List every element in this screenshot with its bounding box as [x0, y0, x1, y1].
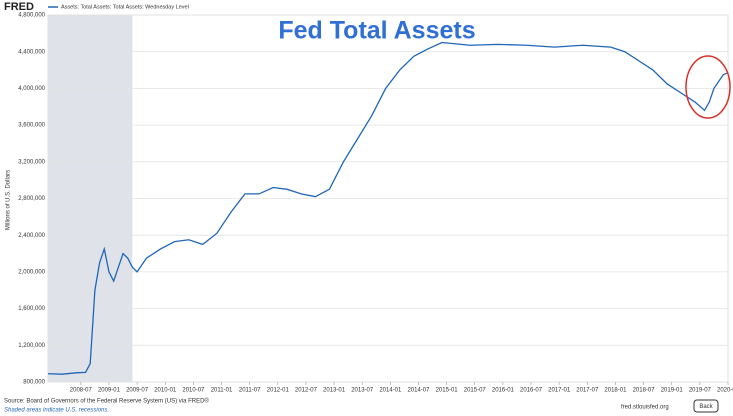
- y-tick-label: 800,000: [23, 380, 45, 386]
- x-tick-label: 2013-07: [351, 388, 374, 394]
- x-tick-label: 2013-01: [323, 388, 346, 394]
- x-tick-label: 2014-01: [379, 388, 402, 394]
- y-tick-label: 1,200,000: [18, 343, 45, 349]
- back-button[interactable]: [693, 399, 719, 413]
- x-tick-label: 2015-07: [464, 388, 487, 394]
- x-tick-label: 2018-01: [604, 388, 627, 394]
- x-tick-label: 2010-07: [182, 388, 205, 394]
- x-tick-label: 2015-01: [436, 388, 459, 394]
- y-tick-label: 2,400,000: [18, 233, 45, 239]
- x-tick-label: 2011-07: [239, 388, 261, 394]
- y-tick-label: 4,400,000: [18, 49, 45, 55]
- x-tick-label: 2009-07: [126, 388, 149, 394]
- y-tick-label: 2,000,000: [18, 269, 45, 275]
- x-tick-label: 2014-07: [407, 388, 430, 394]
- x-tick-label: 2016-01: [492, 388, 515, 394]
- y-tick-label: 1,600,000: [18, 306, 45, 312]
- x-tick-label: 2010-01: [154, 388, 177, 394]
- y-axis-label: Millions of U.S. Dollars: [6, 170, 12, 230]
- x-tick-label: 2008-07: [70, 388, 93, 394]
- recession-note: Shaded areas indicate U.S. recessions.: [4, 408, 109, 414]
- y-tick-label: 3,600,000: [18, 123, 45, 129]
- back-label[interactable]: Back: [699, 404, 713, 410]
- x-tick-label: 2016-07: [520, 388, 543, 394]
- y-tick-label: 4,800,000: [18, 13, 45, 19]
- chart-title: Fed Total Assets: [278, 17, 475, 45]
- series-line: [47, 41, 729, 375]
- x-tick-label: 2018-07: [633, 388, 656, 394]
- highlight-circle: [685, 55, 731, 119]
- x-tick-label: 2019-07: [689, 388, 712, 394]
- site: fred.stlouisfed.org: [621, 405, 669, 411]
- x-tick-label: 2020-01: [717, 388, 733, 394]
- x-tick-label: 2012-07: [295, 388, 318, 394]
- x-tick-label: 2009-01: [98, 388, 121, 394]
- x-tick-label: 2017-01: [548, 388, 571, 394]
- legend-label: Assets: Total Assets: Total Assets: Wedn…: [61, 4, 189, 10]
- x-tick-label: 2011-01: [211, 388, 233, 394]
- y-tick-label: 3,200,000: [18, 159, 45, 165]
- y-tick-label: 2,800,000: [18, 196, 45, 202]
- brand: FRED: [4, 1, 34, 13]
- y-tick-label: 4,000,000: [18, 86, 45, 92]
- x-tick-label: 2012-01: [267, 388, 290, 394]
- x-tick-label: 2019-01: [661, 388, 684, 394]
- source: Source: Board of Governors of the Federa…: [4, 398, 209, 405]
- x-tick-label: 2017-07: [576, 388, 599, 394]
